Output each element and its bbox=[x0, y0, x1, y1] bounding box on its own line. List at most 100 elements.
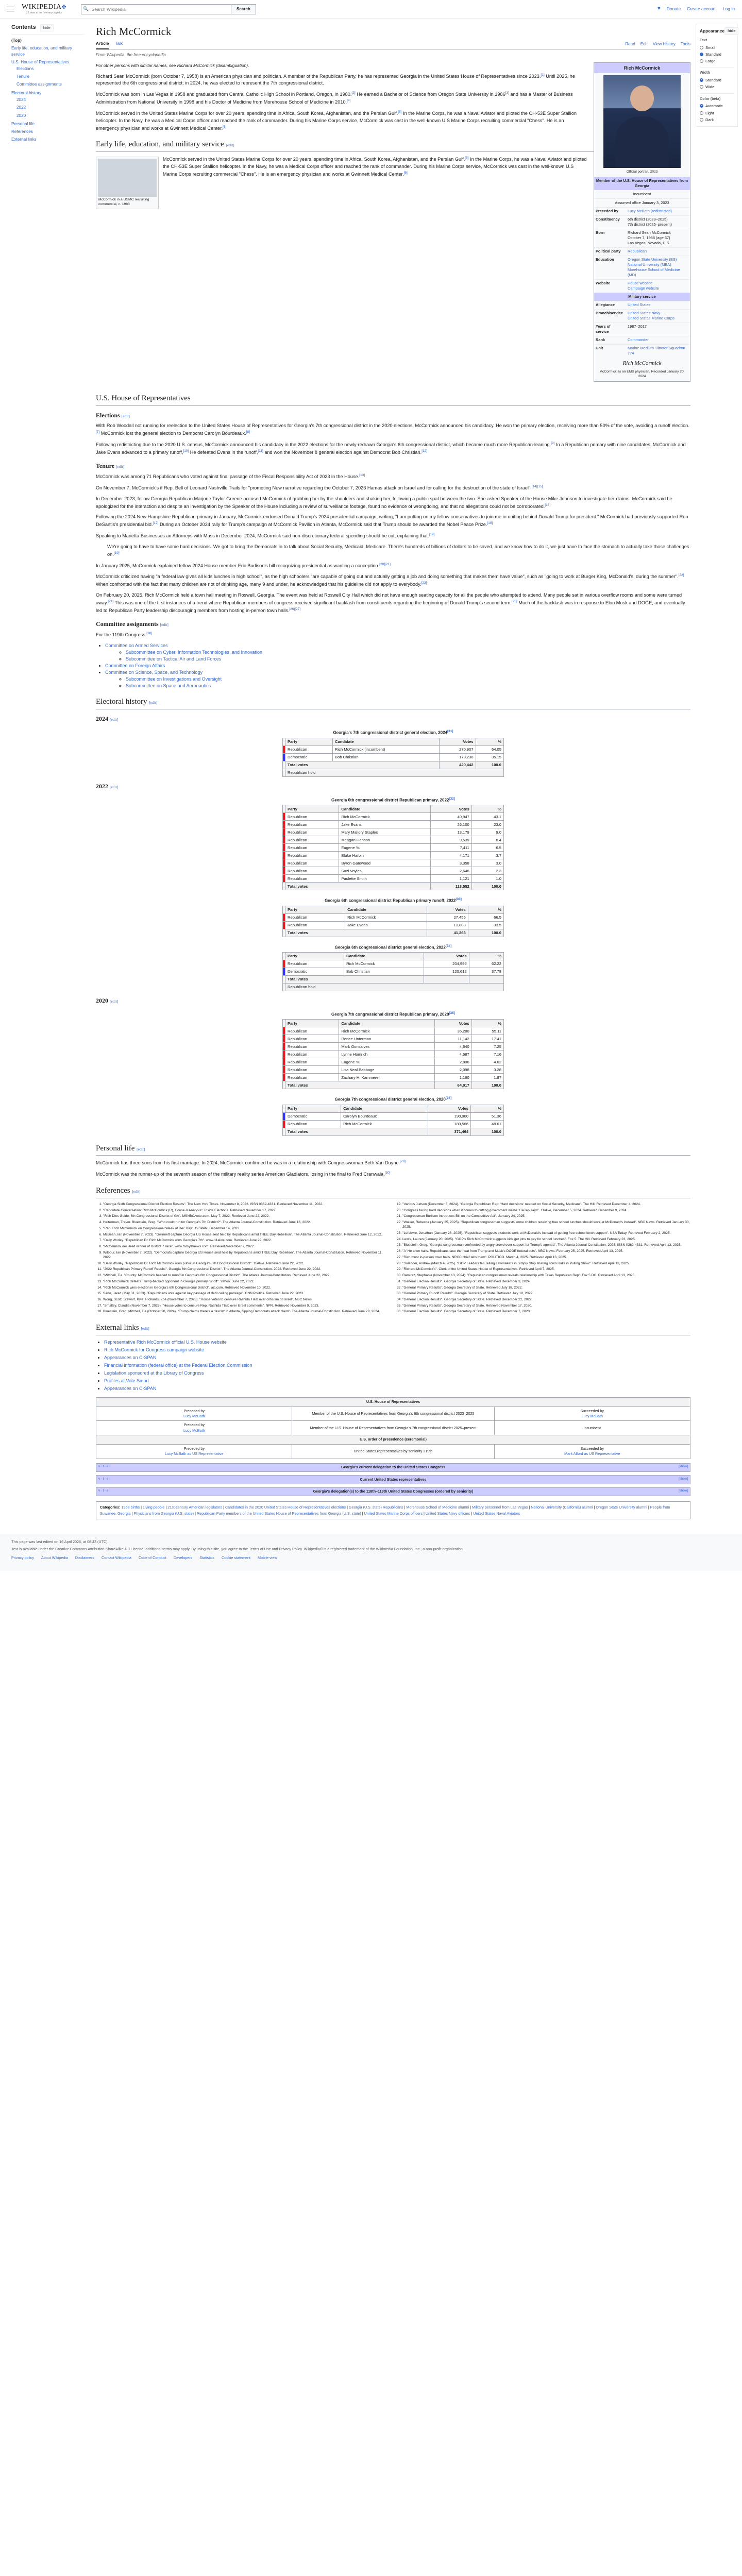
table-hold-row: Republican hold bbox=[282, 982, 504, 991]
tab-article[interactable]: Article bbox=[96, 41, 109, 50]
navbox-showhide-button[interactable]: [show] bbox=[679, 1477, 688, 1481]
footer-link[interactable]: Disclaimers bbox=[75, 1555, 95, 1560]
edit-link[interactable]: [edit] bbox=[110, 784, 119, 789]
list-item[interactable]: Committee on Science, Space, and Technol… bbox=[105, 669, 690, 689]
category-link[interactable]: 21st-century American legislators bbox=[167, 1504, 223, 1510]
navbox-vte-links[interactable]: v · t · e bbox=[98, 1489, 109, 1493]
tab-view-history[interactable]: View history bbox=[652, 42, 676, 47]
search-input[interactable] bbox=[90, 6, 231, 12]
category-link[interactable]: Morehouse School of Medicine alumni bbox=[406, 1504, 469, 1510]
navbox-showhide-button[interactable]: [show] bbox=[679, 1465, 688, 1469]
toc-subitem-2024[interactable]: 2024 bbox=[16, 97, 26, 103]
edit-link[interactable]: [edit] bbox=[132, 1189, 141, 1194]
footer-link[interactable]: Code of Conduct bbox=[138, 1555, 166, 1560]
navbox-vte-links[interactable]: v · t · e bbox=[98, 1477, 109, 1481]
tab-talk[interactable]: Talk bbox=[115, 41, 123, 46]
toc-item-electoral-history[interactable]: Electoral history 2024 2022 2020 bbox=[11, 89, 85, 120]
appearance-option-dark[interactable]: Dark bbox=[700, 116, 734, 123]
list-item[interactable]: Subcommittee on Space and Aeronautics bbox=[126, 683, 690, 689]
toc-subitem-elections[interactable]: Elections bbox=[16, 66, 34, 72]
toc-subitem-committees[interactable]: Committee assignments bbox=[16, 82, 62, 87]
list-item[interactable]: Subcommittee on Cyber, Information Techn… bbox=[126, 649, 690, 656]
external-link-item[interactable]: Legislation sponsored at the Library of … bbox=[104, 1370, 690, 1377]
external-link-item[interactable]: Financial information (federal office) a… bbox=[104, 1362, 690, 1369]
column-header: % bbox=[471, 805, 504, 814]
external-link-item[interactable]: Representative Rich McCormick official U… bbox=[104, 1339, 690, 1346]
appearance-sidebar: Appearance hide Text Small Standard Larg… bbox=[696, 19, 742, 127]
footer-link[interactable]: Developers bbox=[173, 1555, 193, 1560]
category-link[interactable]: Living people bbox=[142, 1504, 165, 1510]
appearance-hide-button[interactable]: hide bbox=[724, 27, 739, 35]
category-link[interactable]: Candidates in the 2020 United States Hou… bbox=[225, 1504, 346, 1510]
toc-item-references[interactable]: References bbox=[11, 129, 33, 134]
footer-link[interactable]: Cookie statement bbox=[222, 1555, 250, 1560]
edit-link[interactable]: [edit] bbox=[149, 700, 158, 705]
external-link-item[interactable]: Appearances on C-SPAN bbox=[104, 1385, 690, 1392]
footer-link[interactable]: Privacy policy bbox=[11, 1555, 34, 1560]
footer-link[interactable]: Statistics bbox=[199, 1555, 215, 1560]
toc-item-external-links[interactable]: External links bbox=[11, 137, 37, 142]
appearance-option-standard[interactable]: Standard bbox=[700, 51, 734, 58]
list-item[interactable]: Subcommittee on Tactical Air and Land Fo… bbox=[126, 656, 690, 663]
footer-link[interactable]: About Wikipedia bbox=[41, 1555, 68, 1560]
cell-party: Republican bbox=[284, 1027, 340, 1036]
category-link[interactable]: Republican Party members of the United S… bbox=[196, 1511, 361, 1516]
login-link[interactable]: Log in bbox=[722, 6, 735, 12]
external-link-item[interactable]: Profiles at Vote Smart bbox=[104, 1378, 690, 1384]
navbox-vte-links[interactable]: v · t · e bbox=[98, 1465, 109, 1469]
category-link[interactable]: 1958 births bbox=[121, 1504, 140, 1510]
list-item[interactable]: Committee on Foreign Affairs bbox=[105, 663, 690, 669]
donate-link[interactable]: Donate bbox=[666, 6, 681, 12]
category-link[interactable]: Physicians from Georgia (U.S. state) bbox=[133, 1511, 194, 1516]
appearance-option-small[interactable]: Small bbox=[700, 44, 734, 50]
footer-link[interactable]: Mobile view bbox=[257, 1555, 277, 1560]
external-link-item[interactable]: Rich McCormick for Congress campaign web… bbox=[104, 1347, 690, 1353]
toc-subitem-2020[interactable]: 2020 bbox=[16, 113, 26, 118]
toc-item-house[interactable]: U.S. House of Representatives Elections … bbox=[11, 58, 85, 89]
wikipedia-logo[interactable]: WIKIPEDIA✤ 25 years of the free encyclop… bbox=[22, 4, 66, 14]
category-link[interactable]: United States Marine Corps officers bbox=[364, 1511, 423, 1516]
edit-link[interactable]: [edit] bbox=[160, 622, 168, 627]
edit-link[interactable]: [edit] bbox=[226, 143, 234, 148]
cell-party: Republican bbox=[284, 874, 340, 883]
toc-item-top[interactable]: (Top) bbox=[11, 38, 22, 43]
toc-hide-button[interactable]: hide bbox=[40, 24, 54, 32]
edit-link[interactable]: [edit] bbox=[116, 464, 125, 469]
appearance-option-automatic[interactable]: Automatic bbox=[700, 103, 734, 109]
appearance-option-width-wide[interactable]: Wide bbox=[700, 83, 734, 90]
list-item[interactable]: Committee on Armed Services Subcommittee… bbox=[105, 642, 690, 663]
list-item[interactable]: Subcommittee on Investigations and Overs… bbox=[126, 676, 690, 683]
navbox-showhide-button[interactable]: [show] bbox=[679, 1489, 688, 1493]
appearance-option-width-standard[interactable]: Standard bbox=[700, 77, 734, 83]
category-link[interactable]: People from Suwanee, Georgia bbox=[100, 1504, 670, 1516]
edit-link[interactable]: [edit] bbox=[121, 413, 130, 418]
reference-item: "General Primary Results". Georgia Secre… bbox=[402, 1285, 690, 1290]
toc-item-early-life[interactable]: Early life, education, and military serv… bbox=[11, 45, 72, 57]
search-button[interactable]: Search bbox=[231, 4, 256, 14]
appearance-option-light[interactable]: Light bbox=[700, 109, 734, 116]
external-link-item[interactable]: Appearances on C-SPAN bbox=[104, 1354, 690, 1361]
category-link[interactable]: United States Naval Aviators bbox=[473, 1511, 520, 1516]
search-box[interactable]: 🔍 Search bbox=[80, 4, 256, 14]
create-account-link[interactable]: Create account bbox=[687, 6, 717, 12]
edit-link[interactable]: [edit] bbox=[141, 1326, 149, 1331]
category-link[interactable]: United States Navy officers bbox=[425, 1511, 470, 1516]
toc-subitem-2022[interactable]: 2022 bbox=[16, 105, 26, 110]
category-link[interactable]: Military personnel from Las Vegas bbox=[472, 1504, 528, 1510]
tab-read[interactable]: Read bbox=[625, 42, 635, 47]
category-link[interactable]: Georgia (U.S. state) Republicans bbox=[349, 1504, 403, 1510]
cell-percent: 66.5 bbox=[467, 913, 504, 922]
cell-percent: 17.41 bbox=[471, 1035, 504, 1043]
edit-link[interactable]: [edit] bbox=[110, 998, 119, 1004]
footer-link[interactable]: Contact Wikipedia bbox=[102, 1555, 131, 1560]
edit-link[interactable]: [edit] bbox=[110, 717, 119, 722]
main-menu-icon[interactable] bbox=[7, 6, 14, 12]
category-link[interactable]: Oregon State University alumni bbox=[596, 1504, 647, 1510]
category-link[interactable]: National University (California) alumni bbox=[531, 1504, 593, 1510]
tab-edit[interactable]: Edit bbox=[640, 42, 648, 47]
appearance-option-large[interactable]: Large bbox=[700, 58, 734, 64]
tab-tools[interactable]: Tools bbox=[680, 42, 690, 47]
toc-item-personal-life[interactable]: Personal life bbox=[11, 122, 35, 127]
edit-link[interactable]: [edit] bbox=[137, 1146, 145, 1151]
toc-subitem-tenure[interactable]: Tenure bbox=[16, 74, 30, 79]
